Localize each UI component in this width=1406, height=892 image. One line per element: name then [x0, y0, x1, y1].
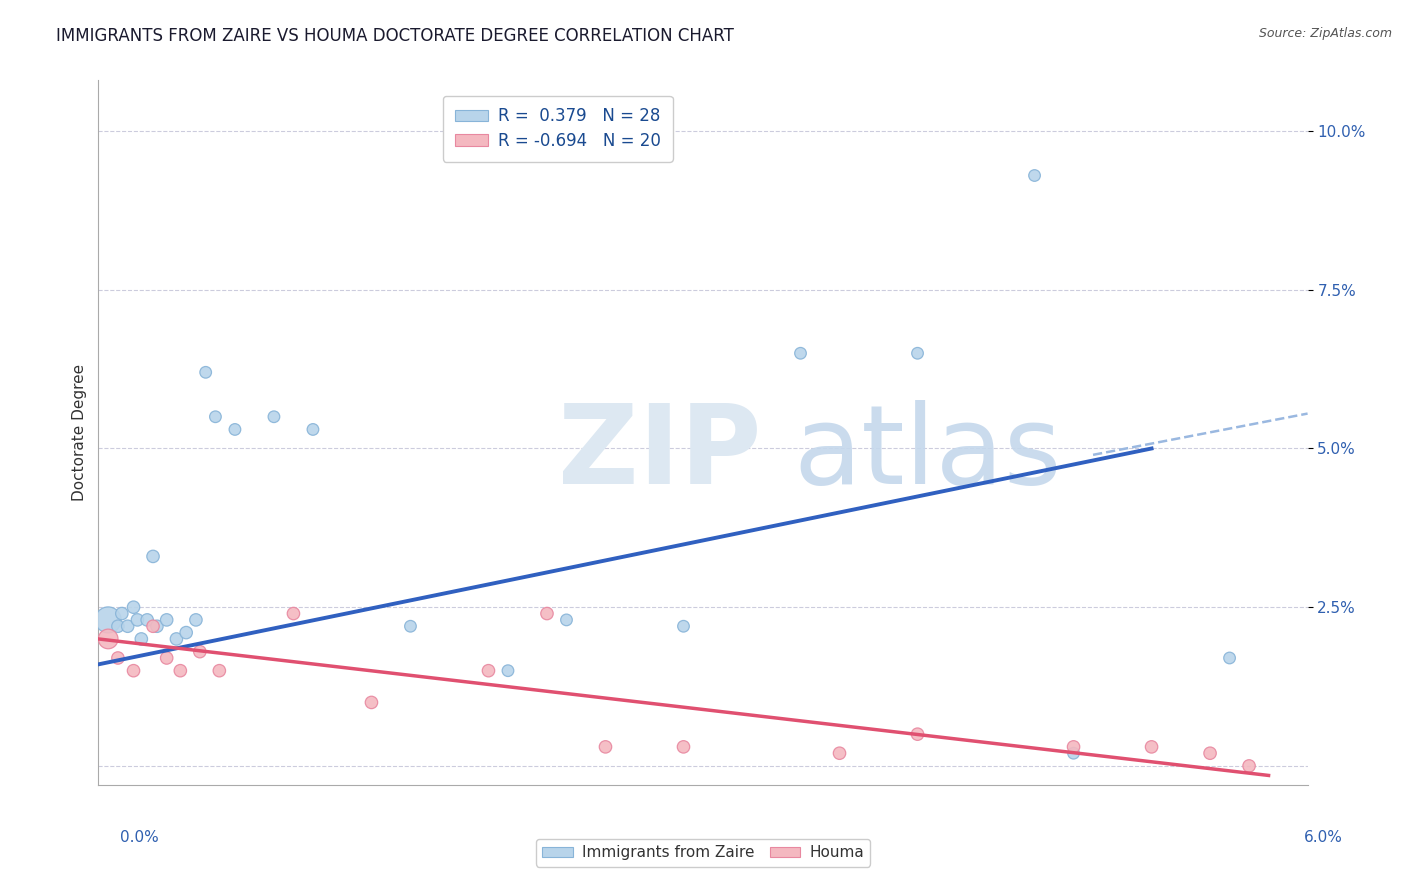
Point [97, 613, 120, 627]
Y-axis label: Doctorate Degree: Doctorate Degree [72, 364, 87, 501]
Text: Source: ZipAtlas.com: Source: ZipAtlas.com [1258, 27, 1392, 40]
Point [174, 625, 197, 640]
Point [194, 365, 217, 379]
Point [136, 613, 159, 627]
Point [536, 607, 558, 621]
Point [169, 664, 191, 678]
Point [1063, 746, 1085, 760]
Text: ZIP: ZIP [558, 401, 761, 508]
Text: IMMIGRANTS FROM ZAIRE VS HOUMA DOCTORATE DEGREE CORRELATION CHART: IMMIGRANTS FROM ZAIRE VS HOUMA DOCTORATE… [56, 27, 734, 45]
Point [122, 600, 145, 615]
Legend: R =  0.379   N = 28, R = -0.694   N = 20: R = 0.379 N = 28, R = -0.694 N = 20 [443, 95, 672, 161]
Point [477, 664, 499, 678]
Point [595, 739, 617, 754]
Point [496, 664, 519, 678]
Point [131, 632, 153, 646]
Point [156, 613, 179, 627]
Point [1199, 746, 1222, 760]
Point [672, 739, 695, 754]
Point [208, 664, 231, 678]
Point [165, 632, 187, 646]
Point [117, 619, 139, 633]
Text: atlas: atlas [793, 401, 1062, 508]
Point [399, 619, 422, 633]
Text: 6.0%: 6.0% [1303, 830, 1343, 845]
Point [907, 727, 929, 741]
Point [907, 346, 929, 360]
Point [360, 695, 382, 709]
Point [1063, 739, 1085, 754]
Point [283, 607, 305, 621]
Point [555, 613, 578, 627]
Point [828, 746, 851, 760]
Point [789, 346, 811, 360]
Point [302, 422, 325, 436]
Legend: Immigrants from Zaire, Houma: Immigrants from Zaire, Houma [536, 839, 870, 866]
Point [127, 613, 149, 627]
Point [107, 651, 129, 665]
Point [97, 632, 120, 646]
Point [156, 651, 179, 665]
Point [1140, 739, 1163, 754]
Point [204, 409, 226, 424]
Point [224, 422, 246, 436]
Point [111, 607, 134, 621]
Point [188, 645, 211, 659]
Point [146, 619, 169, 633]
Point [263, 409, 285, 424]
Point [672, 619, 695, 633]
Point [122, 664, 145, 678]
Point [107, 619, 129, 633]
Point [184, 613, 207, 627]
Point [142, 549, 165, 564]
Point [1237, 759, 1260, 773]
Point [142, 619, 165, 633]
Point [1024, 169, 1046, 183]
Point [1219, 651, 1241, 665]
Text: 0.0%: 0.0% [120, 830, 159, 845]
